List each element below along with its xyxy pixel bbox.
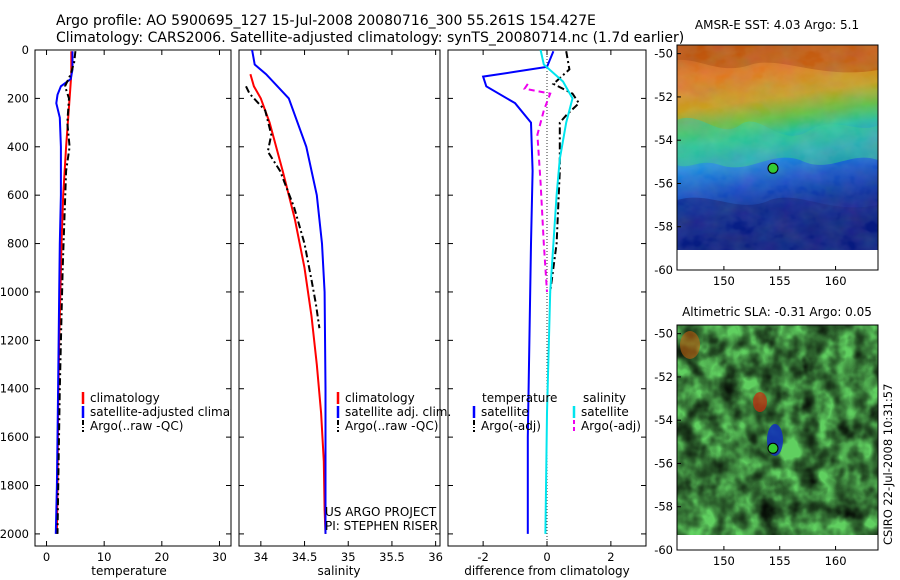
depth-tick-label: 1800	[0, 479, 29, 493]
sla-high-eddy	[753, 392, 767, 412]
depth-tick-label: 1000	[0, 285, 29, 299]
temperature-axes	[34, 49, 232, 547]
depth-tick-label: 800	[7, 237, 29, 251]
legend-climatology: climatology	[90, 391, 160, 405]
depth-tick-label: 1400	[0, 382, 29, 396]
series-line-argo-raw-qc-	[56, 51, 77, 534]
series-line-temperature-satellite	[481, 50, 555, 534]
sla-map-axes	[676, 324, 879, 551]
sst-texture	[677, 45, 878, 250]
legend-argo: Argo(..raw -QC)	[90, 419, 183, 433]
x-tick-label: 30	[212, 550, 227, 564]
temperature-axis-label: temperature	[91, 564, 166, 578]
map-y-tick-label: -60	[654, 543, 673, 557]
series-line-temperature-argo-adj-	[549, 51, 581, 293]
sst-map-axes	[676, 44, 879, 271]
series-line-satellite-adjusted-climatology	[54, 51, 74, 534]
x-tick-label: 34	[254, 550, 269, 564]
legend-satellite-adjusted: satellite-adjusted climatology	[90, 405, 268, 419]
salinity-series	[245, 50, 327, 534]
depth-tick-label: 0	[22, 43, 29, 57]
depth-tick-label: 1600	[0, 430, 29, 444]
sla-map-field	[677, 325, 878, 550]
map-y-tick-label: -50	[654, 47, 673, 61]
x-tick-label: 2	[607, 550, 614, 564]
depth-tick-label: 2000	[0, 527, 29, 541]
sla-argo-location-marker	[767, 442, 779, 454]
temperature-series	[54, 51, 77, 534]
difference-axis-label: difference from climatology	[464, 564, 630, 578]
map-x-tick-label: 160	[825, 554, 847, 568]
figure-title-line2: Climatology: CARS2006. Satellite-adjuste…	[56, 30, 684, 46]
sst-map-title: AMSR-E SST: 4.03 Argo: 5.1	[695, 18, 859, 32]
depth-tick-label: 400	[7, 140, 29, 154]
sst-map-ticks: 150 155 160 -50 -52 -54 -56 -58 -60	[654, 47, 846, 288]
map-y-tick-label: -58	[654, 500, 673, 514]
temperature-x-ticks: 0 10 20 30	[43, 50, 227, 564]
series-line-argo-raw-qc-	[245, 85, 321, 329]
legend-climatology: climatology	[345, 391, 415, 405]
legend-header-salinity: salinity	[583, 391, 626, 405]
sla-map-title: Altimetric SLA: -0.31 Argo: 0.05	[682, 305, 872, 319]
legend-argo: Argo(..raw -QC)	[345, 419, 438, 433]
sla-no-data	[677, 535, 878, 550]
difference-series	[481, 50, 581, 546]
map-x-tick-label: 155	[769, 554, 791, 568]
map-y-tick-label: -58	[654, 220, 673, 234]
legend-sal-satellite: satellite	[581, 405, 629, 419]
map-y-tick-label: -50	[654, 327, 673, 341]
difference-legend: temperature salinity satellite Argo(-adj…	[472, 391, 641, 433]
series-line-climatology	[249, 73, 327, 534]
depth-tick-label: 600	[7, 188, 29, 202]
map-y-tick-label: -52	[654, 90, 673, 104]
x-tick-label: 35.5	[379, 550, 405, 564]
figure-title-line1: Argo profile: AO 5900695_127 15-Jul-2008…	[56, 13, 596, 29]
salinity-axis-label: salinity	[317, 564, 360, 578]
salinity-legend: climatology satellite adj. clim. Argo(..…	[336, 391, 451, 433]
sla-high-eddy-west	[680, 331, 700, 359]
depth-tick-label: 1200	[0, 333, 29, 347]
salinity-x-ticks: 34 34.5 35 35.5 36	[254, 50, 443, 564]
series-line-salinity-argo-adj-	[522, 83, 552, 293]
map-y-tick-label: -60	[654, 263, 673, 277]
legend-satellite-adj: satellite adj. clim.	[345, 405, 451, 419]
legend-sal-argo: Argo(-adj)	[581, 419, 641, 433]
map-y-tick-label: -54	[654, 133, 673, 147]
x-tick-label: 36	[428, 550, 443, 564]
series-line-salinity-satellite	[539, 50, 574, 534]
credit-project: US ARGO PROJECT	[325, 505, 437, 519]
map-x-tick-label: 150	[713, 554, 735, 568]
sst-argo-location-marker	[767, 162, 779, 174]
x-tick-label: 35	[341, 550, 356, 564]
x-tick-label: 34.5	[292, 550, 318, 564]
temperature-legend: climatology satellite-adjusted climatolo…	[81, 391, 268, 433]
map-y-tick-label: -54	[654, 413, 673, 427]
legend-temp-satellite: satellite	[481, 405, 529, 419]
x-tick-label: 0	[43, 550, 50, 564]
timestamp: CSIRO 22-Jul-2008 10:31:57	[881, 384, 895, 545]
depth-axis-ticks: 0 200 400 600 800 1000 1200 1400 1600 1800 2000	[0, 43, 646, 541]
sst-no-data	[677, 250, 878, 270]
series-line-satellite-adj-clim-	[251, 50, 327, 534]
sla-map-ticks: 150 155 160 -50 -52 -54 -56 -58 -60	[654, 327, 846, 568]
legend-temp-argo: Argo(-adj)	[481, 419, 541, 433]
map-x-tick-label: 160	[825, 274, 847, 288]
map-y-tick-label: -56	[654, 456, 673, 470]
credit-pi: PI: STEPHEN RISER	[325, 519, 438, 533]
x-tick-label: 0	[543, 550, 550, 564]
x-tick-label: 10	[97, 550, 112, 564]
depth-tick-label: 200	[7, 91, 29, 105]
x-tick-label: 20	[155, 550, 170, 564]
map-y-tick-label: -52	[654, 370, 673, 384]
map-x-tick-label: 155	[769, 274, 791, 288]
legend-header-temperature: temperature	[482, 391, 557, 405]
sst-map-field	[677, 45, 878, 270]
x-tick-label: -2	[477, 550, 488, 564]
map-x-tick-label: 150	[713, 274, 735, 288]
map-y-tick-label: -56	[654, 176, 673, 190]
